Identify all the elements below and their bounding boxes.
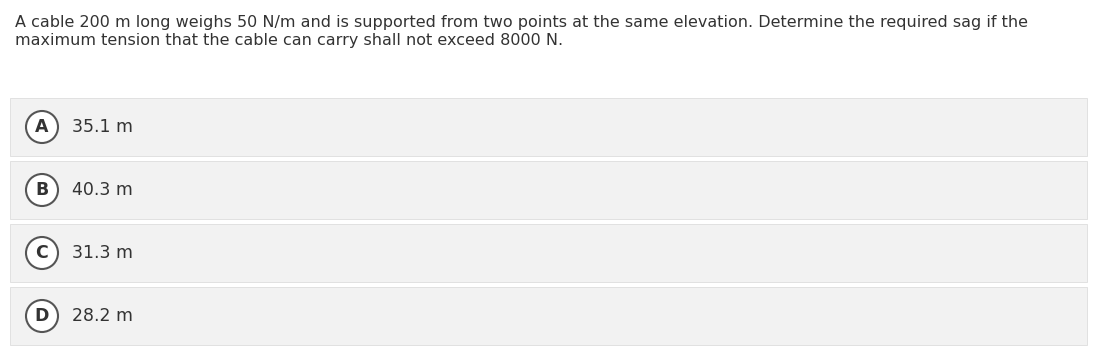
Text: B: B	[35, 181, 48, 199]
Circle shape	[26, 300, 58, 332]
Text: 28.2 m: 28.2 m	[72, 307, 133, 325]
Text: 31.3 m: 31.3 m	[72, 244, 133, 262]
Text: D: D	[35, 307, 49, 325]
Text: maximum tension that the cable can carry shall not exceed 8000 N.: maximum tension that the cable can carry…	[15, 33, 563, 48]
FancyBboxPatch shape	[10, 98, 1087, 156]
Circle shape	[26, 174, 58, 206]
Text: 40.3 m: 40.3 m	[72, 181, 133, 199]
FancyBboxPatch shape	[10, 224, 1087, 282]
Text: A cable 200 m long weighs 50 N/m and is supported from two points at the same el: A cable 200 m long weighs 50 N/m and is …	[15, 15, 1028, 30]
Text: A: A	[35, 118, 48, 136]
FancyBboxPatch shape	[10, 287, 1087, 345]
Text: 35.1 m: 35.1 m	[72, 118, 133, 136]
Circle shape	[26, 237, 58, 269]
FancyBboxPatch shape	[10, 161, 1087, 219]
Circle shape	[26, 111, 58, 143]
Text: C: C	[35, 244, 48, 262]
